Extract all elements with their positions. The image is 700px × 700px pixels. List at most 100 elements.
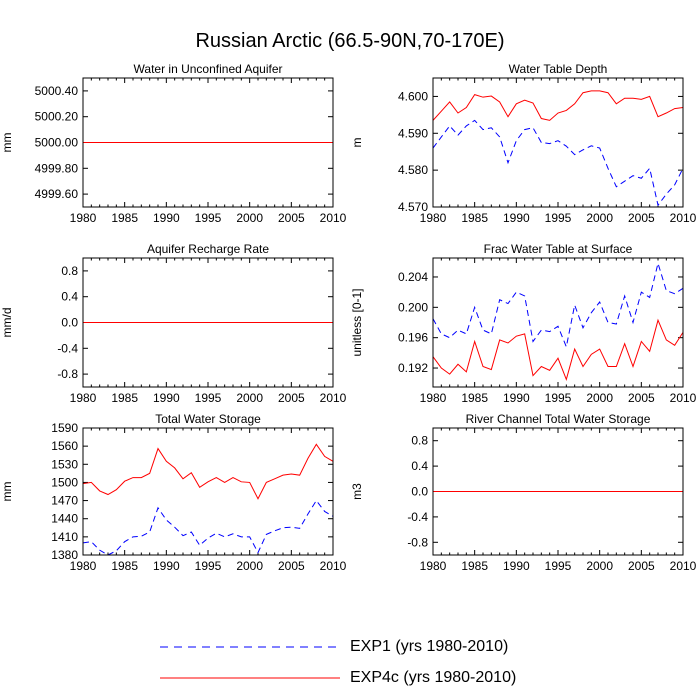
- legend-label-exp1: EXP1 (yrs 1980-2010): [350, 638, 509, 655]
- xticklabel-river-channel-2010: 2010: [670, 559, 697, 573]
- ylabel-water-unconfined: mm: [0, 133, 14, 153]
- yticklabel-water-unconfined-3: 5000.20: [35, 110, 79, 124]
- xticklabel-total-water-storage-1990: 1990: [153, 559, 180, 573]
- xticklabel-total-water-storage-1995: 1995: [195, 559, 222, 573]
- yticklabel-total-water-storage-1: 1410: [51, 530, 78, 544]
- xticklabel-frac-water-table-1990: 1990: [503, 391, 530, 405]
- ylabel-frac-water-table: unitless [0-1]: [350, 288, 364, 356]
- yticklabel-aquifer-recharge-0: -0.8: [57, 367, 78, 381]
- yticklabel-river-channel-2: 0.0: [411, 485, 428, 499]
- yticklabel-frac-water-table-3: 0.204: [398, 270, 428, 284]
- series-exp1-frac-water-table: [432, 261, 684, 349]
- yticklabel-aquifer-recharge-3: 0.4: [61, 290, 78, 304]
- xticklabel-water-unconfined-2000: 2000: [236, 211, 263, 225]
- xticklabel-frac-water-table-2005: 2005: [628, 391, 655, 405]
- series-exp1-total-water-storage: [82, 499, 334, 556]
- xticklabel-frac-water-table-2010: 2010: [670, 391, 697, 405]
- yticklabel-water-table-depth-0: 4.570: [398, 200, 428, 214]
- yticklabel-water-unconfined-0: 4999.60: [35, 187, 79, 201]
- xticklabel-water-unconfined-1985: 1985: [111, 211, 138, 225]
- xticklabel-water-table-depth-2000: 2000: [586, 211, 613, 225]
- xticklabel-aquifer-recharge-1985: 1985: [111, 391, 138, 405]
- xticklabel-water-table-depth-1980: 1980: [420, 211, 447, 225]
- yticklabel-frac-water-table-0: 0.192: [398, 361, 428, 375]
- xticklabel-river-channel-1985: 1985: [461, 559, 488, 573]
- xticklabel-water-unconfined-2005: 2005: [278, 211, 305, 225]
- plot-frame-frac-water-table: [432, 257, 684, 388]
- plot-frame-water-unconfined: [82, 77, 334, 208]
- xticklabel-water-table-depth-2005: 2005: [628, 211, 655, 225]
- page-title: Russian Arctic (66.5-90N,70-170E): [195, 30, 505, 52]
- xticklabel-aquifer-recharge-2000: 2000: [236, 391, 263, 405]
- yticklabel-total-water-storage-0: 1380: [51, 548, 78, 562]
- xticklabel-river-channel-1990: 1990: [503, 559, 530, 573]
- yticklabel-total-water-storage-4: 1500: [51, 475, 78, 489]
- yticklabel-total-water-storage-3: 1470: [51, 494, 78, 508]
- yticklabel-water-table-depth-3: 4.600: [398, 89, 428, 103]
- xticklabel-water-table-depth-1990: 1990: [503, 211, 530, 225]
- xticklabel-frac-water-table-1995: 1995: [545, 391, 572, 405]
- yticklabel-aquifer-recharge-4: 0.8: [61, 264, 78, 278]
- panel-title-aquifer-recharge: Aquifer Recharge Rate: [147, 242, 269, 256]
- xticklabel-aquifer-recharge-1980: 1980: [70, 391, 97, 405]
- yticklabel-frac-water-table-1: 0.196: [398, 331, 428, 345]
- legend-line-exp1: [160, 646, 340, 648]
- panel-title-water-table-depth: Water Table Depth: [509, 62, 608, 76]
- xticklabel-water-unconfined-1990: 1990: [153, 211, 180, 225]
- xticklabel-river-channel-2000: 2000: [586, 559, 613, 573]
- xticklabel-river-channel-1995: 1995: [545, 559, 572, 573]
- yticklabel-water-table-depth-2: 4.590: [398, 126, 428, 140]
- plot-frame-water-table-depth: [432, 77, 684, 208]
- panel-title-river-channel: River Channel Total Water Storage: [466, 412, 651, 426]
- xticklabel-total-water-storage-2000: 2000: [236, 559, 263, 573]
- yticklabel-total-water-storage-7: 1590: [51, 421, 78, 435]
- xticklabel-river-channel-1980: 1980: [420, 559, 447, 573]
- yticklabel-total-water-storage-5: 1530: [51, 457, 78, 471]
- xticklabel-total-water-storage-1980: 1980: [70, 559, 97, 573]
- xticklabel-river-channel-2005: 2005: [628, 559, 655, 573]
- xticklabel-water-table-depth-2010: 2010: [670, 211, 697, 225]
- yticklabel-aquifer-recharge-2: 0.0: [61, 316, 78, 330]
- ylabel-river-channel: m3: [350, 483, 364, 500]
- xticklabel-water-table-depth-1985: 1985: [461, 211, 488, 225]
- yticklabel-river-channel-0: -0.8: [407, 535, 428, 549]
- panel-title-frac-water-table: Frac Water Table at Surface: [484, 242, 633, 256]
- yticklabel-aquifer-recharge-1: -0.4: [57, 341, 78, 355]
- legend-label-exp4c: EXP4c (yrs 1980-2010): [350, 669, 517, 686]
- yticklabel-water-unconfined-2: 5000.00: [35, 136, 79, 150]
- legend-line-exp4c: [160, 677, 340, 679]
- xticklabel-aquifer-recharge-2010: 2010: [320, 391, 347, 405]
- panel-title-water-unconfined: Water in Unconfined Aquifer: [134, 62, 283, 76]
- ylabel-water-table-depth: m: [350, 138, 364, 148]
- panel-water-unconfined: Water in Unconfined Aquifer mm 1980 1985 199…: [0, 62, 347, 225]
- xticklabel-aquifer-recharge-1995: 1995: [195, 391, 222, 405]
- xticklabel-total-water-storage-1985: 1985: [111, 559, 138, 573]
- series-exp4c-total-water-storage: [82, 443, 334, 500]
- series-exp4c-water-table-depth: [432, 90, 684, 121]
- yticklabel-total-water-storage-2: 1440: [51, 512, 78, 526]
- xticklabel-aquifer-recharge-2005: 2005: [278, 391, 305, 405]
- panel-water-table-depth: Water Table Depth m 1980 1985 1990 1995 2000 20…: [350, 62, 697, 225]
- yticklabel-water-table-depth-1: 4.580: [398, 163, 428, 177]
- yticklabel-river-channel-3: 0.4: [411, 459, 428, 473]
- xticklabel-water-table-depth-1995: 1995: [545, 211, 572, 225]
- series-exp1-water-table-depth: [432, 119, 684, 207]
- xticklabel-frac-water-table-2000: 2000: [586, 391, 613, 405]
- xticklabel-frac-water-table-1985: 1985: [461, 391, 488, 405]
- panel-frac-water-table: Frac Water Table at Surface unitless [0-1…: [350, 242, 697, 405]
- series-exp4c-frac-water-table: [432, 318, 684, 381]
- panel-total-water-storage: Total Water Storage mm 1980 1985 1990 1995 200…: [0, 412, 347, 573]
- panel-title-total-water-storage: Total Water Storage: [155, 412, 261, 426]
- yticklabel-water-unconfined-1: 4999.80: [35, 161, 79, 175]
- ylabel-aquifer-recharge: mm/d: [0, 308, 14, 338]
- yticklabel-river-channel-1: -0.4: [407, 510, 428, 524]
- xticklabel-aquifer-recharge-1990: 1990: [153, 391, 180, 405]
- plot-frame-river-channel: [432, 427, 684, 556]
- yticklabel-total-water-storage-6: 1560: [51, 439, 78, 453]
- yticklabel-water-unconfined-4: 5000.40: [35, 84, 79, 98]
- ylabel-total-water-storage: mm: [0, 482, 14, 502]
- panel-river-channel: River Channel Total Water Storage m3 1980 1…: [350, 412, 697, 573]
- xticklabel-water-unconfined-2010: 2010: [320, 211, 347, 225]
- xticklabel-water-unconfined-1980: 1980: [70, 211, 97, 225]
